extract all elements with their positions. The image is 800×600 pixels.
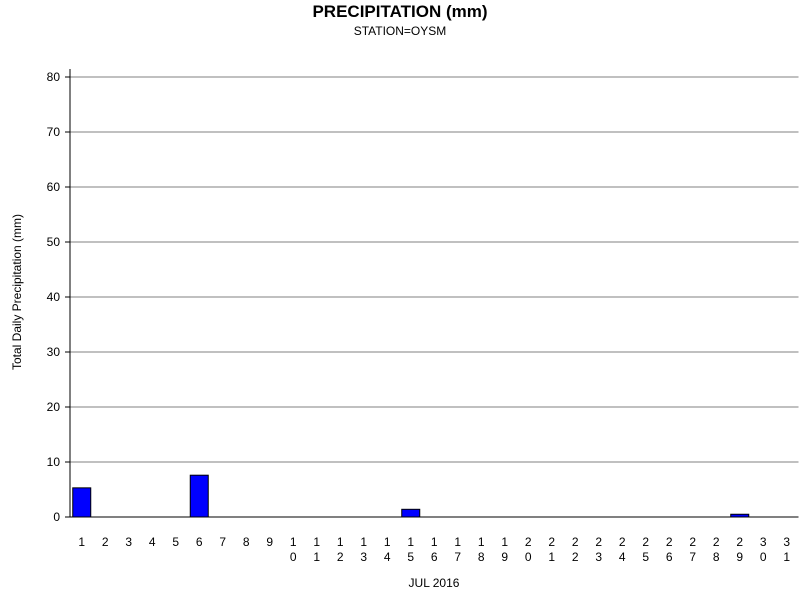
y-axis-label: Total Daily Precipitation (mm) — [10, 214, 24, 370]
x-axis-label: JUL 2016 — [409, 576, 460, 590]
x-tick-label: 3 — [125, 535, 132, 549]
y-tick-label: 70 — [47, 125, 61, 139]
y-tick-label: 30 — [47, 345, 61, 359]
x-tick-label: 7 — [219, 535, 226, 549]
x-tick-label: 5 — [172, 535, 179, 549]
bar — [189, 474, 209, 518]
x-tick-label: 1 — [78, 535, 85, 549]
y-tick-label: 50 — [47, 235, 61, 249]
x-tick-label: 8 — [243, 535, 250, 549]
y-tick-label: 80 — [47, 70, 61, 84]
x-tick-label: 2 — [102, 535, 109, 549]
x-tick-label: 9 — [266, 535, 273, 549]
y-tick-label: 0 — [53, 510, 60, 524]
x-tick-label: 4 — [149, 535, 156, 549]
bar — [401, 508, 421, 518]
bar — [72, 487, 92, 518]
y-tick-label: 10 — [47, 455, 61, 469]
chart-title: PRECIPITATION (mm) — [312, 2, 487, 21]
bar — [730, 513, 750, 518]
x-tick-label: 6 — [196, 535, 203, 549]
y-tick-label: 60 — [47, 180, 61, 194]
y-tick-label: 20 — [47, 400, 61, 414]
chart-subtitle: STATION=OYSM — [354, 24, 447, 38]
y-tick-label: 40 — [47, 290, 61, 304]
